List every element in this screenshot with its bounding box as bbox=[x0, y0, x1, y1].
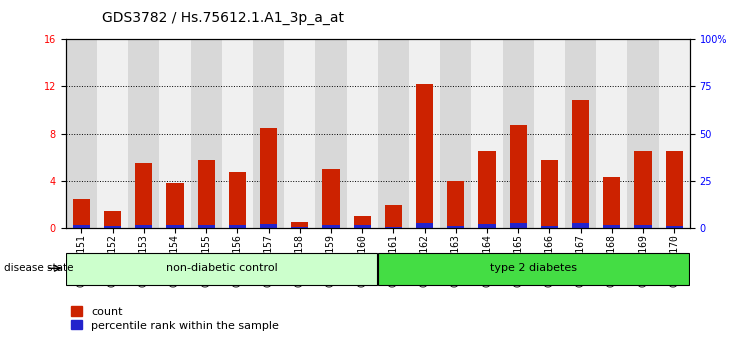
Text: GDS3782 / Hs.75612.1.A1_3p_a_at: GDS3782 / Hs.75612.1.A1_3p_a_at bbox=[102, 11, 345, 25]
Bar bbox=[666, 152, 683, 228]
Bar bbox=[73, 225, 90, 228]
Bar bbox=[228, 225, 246, 228]
Bar bbox=[135, 163, 153, 228]
Text: disease state: disease state bbox=[4, 263, 73, 273]
Bar bbox=[385, 205, 402, 228]
Bar bbox=[409, 39, 440, 228]
Bar bbox=[627, 39, 658, 228]
Bar bbox=[159, 39, 191, 228]
Bar bbox=[510, 125, 527, 228]
Bar bbox=[135, 225, 153, 228]
Bar bbox=[603, 177, 620, 228]
Bar bbox=[353, 217, 371, 228]
Bar bbox=[284, 39, 315, 228]
Bar bbox=[323, 225, 339, 228]
Bar bbox=[353, 225, 371, 228]
Bar bbox=[634, 224, 652, 228]
Bar bbox=[666, 226, 683, 228]
Bar bbox=[66, 39, 97, 228]
Bar bbox=[260, 128, 277, 228]
Bar bbox=[541, 160, 558, 228]
Bar bbox=[191, 39, 222, 228]
Bar bbox=[572, 101, 589, 228]
Bar bbox=[166, 183, 183, 228]
Bar bbox=[222, 39, 253, 228]
Text: type 2 diabetes: type 2 diabetes bbox=[491, 263, 577, 273]
Bar bbox=[502, 39, 534, 228]
Bar bbox=[510, 223, 527, 228]
Bar bbox=[416, 223, 433, 228]
Bar bbox=[416, 84, 433, 228]
Bar bbox=[260, 224, 277, 228]
Bar bbox=[291, 222, 308, 228]
Bar bbox=[228, 172, 246, 228]
Bar bbox=[291, 227, 308, 228]
Bar bbox=[541, 226, 558, 228]
Bar bbox=[198, 225, 215, 228]
Bar bbox=[385, 227, 402, 228]
Bar bbox=[166, 225, 183, 228]
Bar bbox=[447, 226, 464, 228]
Bar bbox=[658, 39, 690, 228]
Bar bbox=[603, 225, 620, 228]
Bar bbox=[447, 181, 464, 228]
Bar bbox=[347, 39, 378, 228]
Bar bbox=[128, 39, 159, 228]
Bar bbox=[73, 199, 90, 228]
FancyBboxPatch shape bbox=[378, 253, 689, 285]
Bar bbox=[323, 169, 339, 228]
Bar bbox=[104, 211, 121, 228]
Bar bbox=[315, 39, 347, 228]
Bar bbox=[104, 226, 121, 228]
FancyBboxPatch shape bbox=[66, 253, 377, 285]
Bar bbox=[572, 223, 589, 228]
Bar bbox=[378, 39, 409, 228]
Bar bbox=[472, 39, 502, 228]
Text: non-diabetic control: non-diabetic control bbox=[166, 263, 277, 273]
Bar bbox=[253, 39, 284, 228]
Bar bbox=[478, 152, 496, 228]
Bar bbox=[97, 39, 128, 228]
Bar bbox=[478, 224, 496, 228]
Legend: count, percentile rank within the sample: count, percentile rank within the sample bbox=[72, 307, 279, 331]
Bar bbox=[565, 39, 596, 228]
Bar bbox=[534, 39, 565, 228]
Bar bbox=[198, 160, 215, 228]
Bar bbox=[634, 152, 652, 228]
Bar bbox=[596, 39, 627, 228]
Bar bbox=[440, 39, 472, 228]
